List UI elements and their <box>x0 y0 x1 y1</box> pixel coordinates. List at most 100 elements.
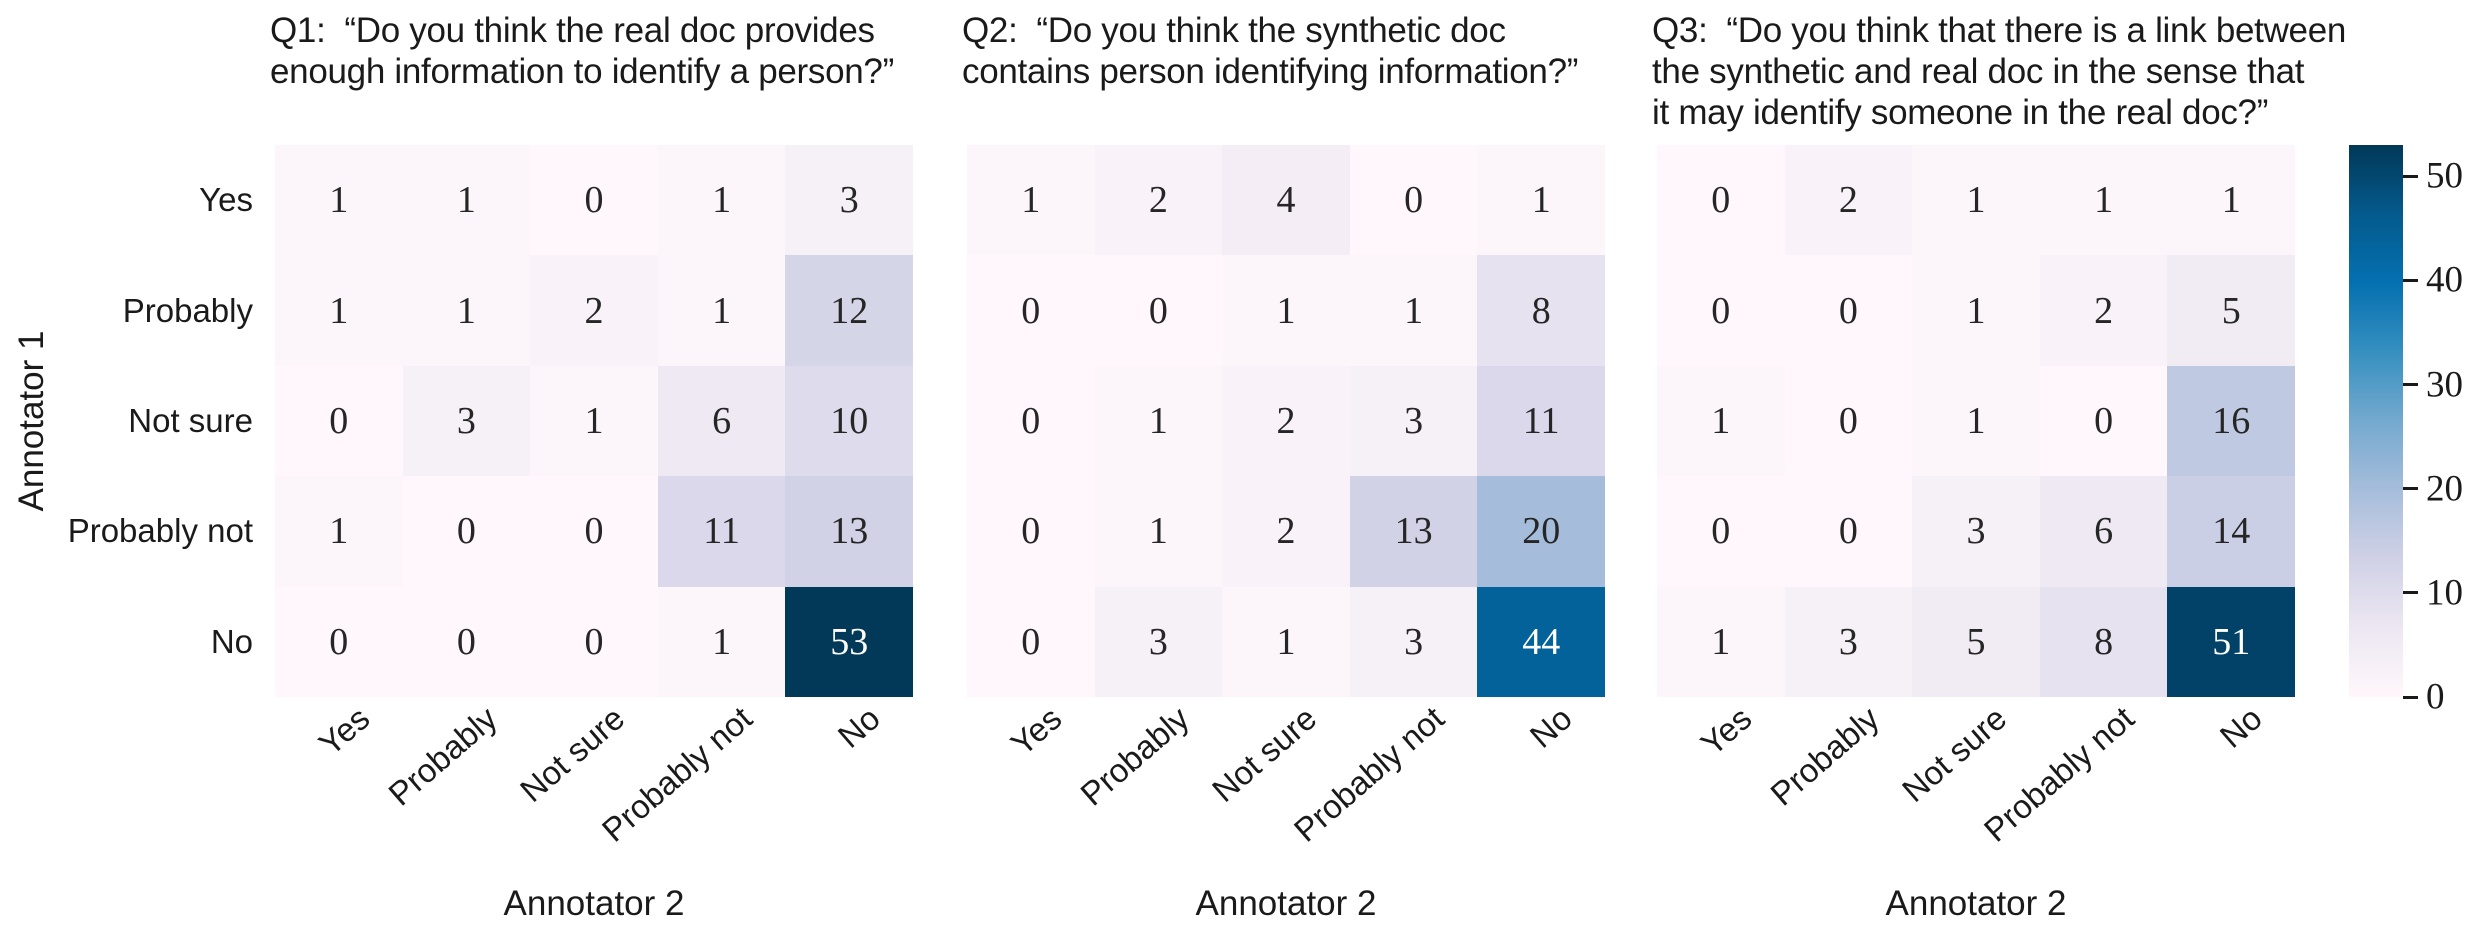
x-tick-label: Probably <box>381 699 505 813</box>
heatmap-cell: 3 <box>1349 365 1478 477</box>
heatmap-cell: 0 <box>967 255 1095 366</box>
heatmap-cell: 4 <box>1222 145 1350 256</box>
heatmap-cell: 1 <box>1912 145 2040 256</box>
heatmap-cell: 2 <box>530 255 658 366</box>
heatmap-cell: 1 <box>1477 145 1605 256</box>
x-tick-label: Not sure <box>513 699 632 809</box>
heatmap-cell: 16 <box>2167 365 2295 477</box>
heatmap-cell: 1 <box>275 255 403 366</box>
heatmap-cell: 8 <box>1477 255 1605 366</box>
heatmap-cell: 53 <box>785 586 913 697</box>
colorbar-tick <box>2403 174 2418 178</box>
colorbar-tick <box>2403 278 2418 282</box>
heatmap-cell: 0 <box>1657 476 1785 587</box>
heatmap-cell: 2 <box>1222 365 1350 477</box>
heatmap-cell: 1 <box>1912 365 2040 477</box>
x-tick-label: No <box>1522 699 1579 755</box>
heatmap-cell: 2 <box>1094 145 1223 256</box>
x-axis-label-q3: Annotator 2 <box>1885 884 2067 923</box>
heatmap-cell: 1 <box>275 145 403 256</box>
heatmap-cell: 0 <box>967 476 1095 587</box>
heatmap-cell: 44 <box>1477 586 1605 697</box>
colorbar-tick <box>2403 695 2418 699</box>
x-tick-label: No <box>2212 699 2269 755</box>
x-tick-label: Not sure <box>1205 699 1324 809</box>
heatmap-cell: 20 <box>1477 476 1605 587</box>
x-axis-label-q1: Annotator 2 <box>503 884 685 923</box>
y-tick-label: Yes <box>199 181 253 219</box>
heatmap-cell: 12 <box>785 255 913 366</box>
panel-title-q2: Q2: “Do you think the synthetic doc cont… <box>962 11 1579 91</box>
heatmap-cell: 1 <box>1094 476 1223 587</box>
y-tick-label: No <box>210 622 253 660</box>
heatmap-cell: 0 <box>1784 255 1913 366</box>
colorbar-tick <box>2403 591 2418 595</box>
colorbar-tick-label: 10 <box>2426 572 2463 614</box>
heatmap-cell: 13 <box>785 476 913 587</box>
heatmap-cell: 3 <box>1094 586 1223 697</box>
heatmap-panel-q2: 1 2 4 0 1 0 0 1 1 8 0 1 2 3 11 0 1 2 13 20 0 3 1 3 44 <box>967 145 1605 697</box>
colorbar-tick-label: 0 <box>2426 676 2445 718</box>
heatmap-cell: 0 <box>530 145 658 256</box>
x-tick-label: No <box>830 699 887 755</box>
heatmap-cell: 3 <box>1912 476 2040 587</box>
colorbar-tick <box>2403 383 2418 387</box>
heatmap-panel-q1: 1 1 0 1 3 1 1 2 1 12 0 3 1 6 10 1 0 0 11 13 0 0 0 1 53 <box>275 145 913 697</box>
heatmap-cell: 13 <box>1349 476 1478 587</box>
colorbar-tick <box>2403 487 2418 491</box>
y-tick-label: Probably <box>122 291 253 329</box>
heatmap-cell: 1 <box>402 255 531 366</box>
heatmap-cell: 1 <box>2167 145 2295 256</box>
heatmap-cell: 3 <box>1784 586 1913 697</box>
y-tick-label: Not sure <box>128 402 253 439</box>
heatmap-cell: 0 <box>967 586 1095 697</box>
heatmap-cell: 1 <box>1094 365 1223 477</box>
x-tick-label: Probably <box>1073 699 1197 813</box>
heatmap-cell: 1 <box>1657 586 1785 697</box>
heatmap-cell: 0 <box>402 476 531 587</box>
heatmap-cell: 1 <box>1912 255 2040 366</box>
heatmap-panel-q3: 0 2 1 1 1 0 0 1 2 5 1 0 1 0 16 0 0 3 6 14 1 3 5 8 51 <box>1657 145 2295 697</box>
heatmap-cell: 1 <box>530 365 658 477</box>
heatmap-cell: 6 <box>2039 476 2168 587</box>
heatmap-cell: 1 <box>967 145 1095 256</box>
heatmap-cell: 0 <box>1349 145 1478 256</box>
x-tick-label: Not sure <box>1895 699 2014 809</box>
heatmap-cell: 2 <box>1222 476 1350 587</box>
heatmap-cell: 3 <box>1349 586 1478 697</box>
heatmap-cell: 0 <box>2039 365 2168 477</box>
heatmap-cell: 11 <box>657 476 786 587</box>
heatmap-cell: 1 <box>657 586 786 697</box>
heatmap-cell: 0 <box>1784 365 1913 477</box>
heatmap-cell: 3 <box>785 145 913 256</box>
heatmap-cell: 2 <box>1784 145 1913 256</box>
heatmap-cell: 0 <box>967 365 1095 477</box>
heatmap-cell: 0 <box>1657 255 1785 366</box>
x-tick-label: Yes <box>311 699 377 763</box>
heatmap-cell: 1 <box>657 255 786 366</box>
heatmap-cell: 0 <box>530 586 658 697</box>
panel-title-q1: Q1: “Do you think the real doc provides … <box>270 11 894 91</box>
heatmap-cell: 0 <box>1094 255 1223 366</box>
x-axis-label-q2: Annotator 2 <box>1195 884 1377 923</box>
heatmap-cell: 1 <box>2039 145 2168 256</box>
heatmap-cell: 0 <box>530 476 658 587</box>
heatmap-cell: 2 <box>2039 255 2168 366</box>
heatmap-cell: 0 <box>275 586 403 697</box>
y-tick-label: Probably not <box>67 512 253 550</box>
heatmap-cell: 0 <box>1657 145 1785 256</box>
colorbar-tick-label: 20 <box>2426 468 2463 510</box>
colorbar-tick-label: 40 <box>2426 259 2463 301</box>
heatmap-cell: 5 <box>2167 255 2295 366</box>
panel-title-q3: Q3: “Do you think that there is a link b… <box>1652 11 2347 132</box>
heatmap-cell: 11 <box>1477 365 1605 477</box>
heatmap-cell: 0 <box>275 365 403 477</box>
heatmap-cell: 1 <box>1657 365 1785 477</box>
colorbar-tick-label: 30 <box>2426 364 2463 406</box>
heatmap-cell: 51 <box>2167 586 2295 697</box>
heatmap-cell: 1 <box>1349 255 1478 366</box>
x-tick-label: Yes <box>1693 699 1759 763</box>
heatmap-cell: 3 <box>402 365 531 477</box>
heatmap-cell: 1 <box>402 145 531 256</box>
